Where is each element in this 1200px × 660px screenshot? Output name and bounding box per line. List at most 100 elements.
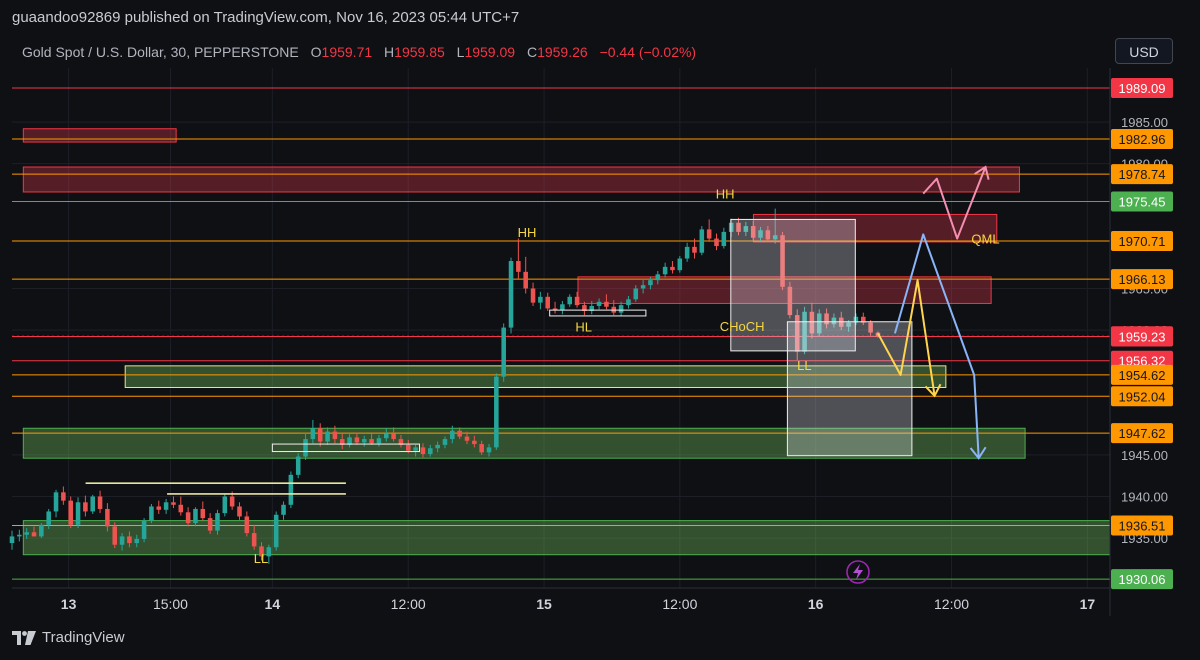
candle	[545, 292, 550, 311]
candle	[127, 531, 132, 548]
candle-body	[736, 222, 741, 232]
candle-body	[229, 496, 235, 507]
supply-zone	[22, 166, 1020, 193]
candle	[75, 497, 81, 529]
demand-zone	[22, 520, 1111, 556]
candle	[288, 471, 294, 509]
candle	[31, 526, 37, 537]
candle	[156, 500, 162, 514]
candle-body	[743, 226, 749, 232]
candle-body	[420, 447, 426, 455]
candle	[406, 439, 411, 454]
price-tag-label: 1954.62	[1119, 368, 1166, 383]
candle	[163, 498, 169, 514]
footer-brand[interactable]: TradingView	[12, 629, 125, 646]
candle	[376, 434, 382, 447]
candle-body	[772, 235, 778, 240]
candle-body	[185, 512, 191, 524]
published-caption: guaandoo92869 published on TradingView.c…	[12, 9, 520, 26]
candle	[442, 436, 448, 449]
tradingview-logo-icon	[12, 630, 36, 645]
candle-body	[494, 376, 499, 448]
x-tick-label: 12:00	[391, 596, 426, 612]
candle	[721, 227, 727, 249]
candle	[119, 533, 125, 551]
consolidation-box	[549, 309, 647, 317]
candle-body	[68, 500, 73, 525]
x-tick-label: 17	[1080, 596, 1096, 612]
candle	[743, 221, 749, 237]
candle	[596, 298, 602, 310]
candle-body	[450, 430, 455, 440]
candle	[420, 443, 426, 458]
x-tick-label: 13	[61, 596, 77, 612]
candle	[303, 432, 308, 460]
candle-body	[46, 511, 51, 525]
candle	[347, 434, 352, 448]
candle	[655, 271, 661, 285]
candle-body	[347, 437, 352, 445]
change-value: −0.44 (−0.02%)	[599, 44, 697, 60]
candle	[112, 522, 118, 549]
candle	[677, 256, 683, 273]
projection-arrowhead	[969, 446, 987, 460]
candle	[765, 226, 771, 242]
candle	[273, 511, 279, 551]
candle-body	[809, 311, 815, 334]
candle	[141, 518, 147, 543]
candle-body	[9, 536, 15, 544]
candle-body	[648, 280, 653, 286]
candle-body	[758, 230, 763, 238]
candle-body	[640, 285, 646, 289]
candle	[516, 238, 521, 279]
candle	[237, 502, 242, 520]
lightning-icon[interactable]	[846, 560, 870, 584]
candle-body	[24, 532, 29, 535]
candle-body	[90, 496, 95, 512]
candle-body	[178, 504, 184, 513]
candle-body	[699, 229, 705, 253]
axes-layer: 1985.001980.001965.001960.001945.001940.…	[12, 68, 1168, 616]
candle	[736, 217, 741, 236]
candle-body	[626, 299, 631, 306]
candle-body	[604, 301, 609, 307]
currency-button[interactable]: USD	[1115, 38, 1173, 64]
candle-body	[428, 448, 433, 455]
candle-body	[706, 229, 712, 239]
annotations-layer: HH HH HL CHoCH LL LL QML	[254, 187, 1000, 566]
candle	[494, 373, 499, 450]
projection-arrowhead	[924, 383, 942, 398]
x-tick-label: 12:00	[934, 596, 969, 612]
projection-path	[922, 166, 987, 240]
candle	[105, 503, 110, 532]
candle-body	[780, 235, 785, 287]
candle	[450, 425, 455, 444]
candle	[824, 308, 829, 329]
candle	[383, 428, 389, 442]
candle-body	[127, 536, 132, 544]
candle-body	[545, 296, 550, 309]
price-tag-label: 1975.45	[1119, 195, 1166, 210]
candle-body	[750, 226, 756, 238]
candle-body	[163, 502, 169, 510]
price-tags-layer: 1989.09 1982.96 1978.74 1975.45 1970.71 1966.…	[1111, 78, 1173, 590]
candle	[428, 444, 433, 457]
price-tag-bg	[1111, 230, 1173, 251]
candle	[618, 301, 624, 316]
candle-body	[31, 532, 37, 537]
candle-body	[794, 315, 800, 352]
candle-body	[633, 288, 639, 300]
candle-body	[538, 296, 543, 303]
candle-body	[391, 433, 396, 440]
price-tag-bg	[1111, 129, 1173, 150]
y-tick-label: 1940.00	[1121, 489, 1168, 504]
high-value: 1959.85	[394, 44, 445, 60]
candle-body	[684, 246, 690, 259]
candle	[83, 495, 88, 517]
candle-body	[39, 524, 44, 537]
price-tag-label: 1947.62	[1119, 426, 1166, 441]
candle	[530, 282, 536, 306]
candle	[816, 309, 822, 337]
candle-body	[721, 231, 727, 247]
